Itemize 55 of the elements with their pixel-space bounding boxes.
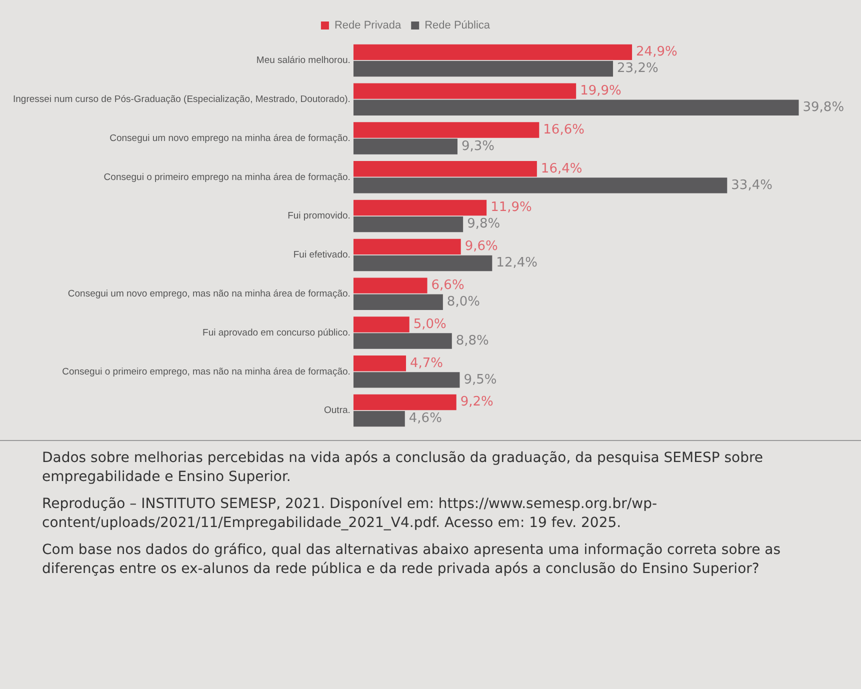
data-label: 24,9% (636, 44, 678, 60)
legend-label: Rede Privada (334, 20, 402, 32)
bar (353, 122, 540, 138)
y-tick-label: Consegui o primeiro emprego, mas não na minha área de formação. (62, 366, 350, 378)
y-tick-label: Fui aprovado em concurso público. (202, 327, 350, 338)
y-tick-label: Meu salário melhorou. (256, 55, 350, 66)
data-label: 12,4% (496, 256, 538, 271)
y-tick-label: Ingressei num curso de Pós-Graduação (Especialização, Mestrado, Doutorado). (12, 94, 350, 105)
bar (353, 394, 456, 410)
bar (353, 216, 464, 232)
data-label: 11,9% (490, 200, 532, 216)
legend-label: Rede Pública (424, 20, 491, 32)
bar (353, 238, 461, 255)
bar (353, 372, 460, 388)
data-label: 5,0% (413, 316, 446, 332)
text: Com base nos dados do gráfico, qual das alternativas abaixo apresenta uma informação correta sobre as diferenças entre os ex-alunos da rede pública e da rede privada após a conclusão do Ensino Superior? (42, 541, 782, 579)
data-label: 9,2% (460, 394, 494, 410)
data-label: 9,6% (464, 239, 498, 254)
data-label: 23,2% (617, 61, 658, 76)
data-label: 9,3% (461, 138, 495, 154)
y-tick-label: Consegui um novo emprego, mas não na minha área de formação. (68, 288, 350, 300)
bar (353, 255, 492, 272)
data-label: 9,8% (467, 216, 500, 232)
data-label: 16,6% (543, 122, 584, 138)
data-label: 16,4% (540, 161, 582, 176)
data-label: 9,5% (464, 372, 497, 388)
data-label: 4,6% (408, 411, 442, 426)
y-tick-label: Fui efetivado. (293, 250, 350, 261)
bar (353, 178, 728, 194)
bar (353, 333, 452, 349)
bar (353, 60, 614, 77)
y-tick-label: Fui promovido. (288, 210, 350, 222)
bar (353, 161, 537, 177)
y-tick-label: Consegui o primeiro emprego na minha área de formação. (104, 172, 350, 183)
data-label: 6,6% (431, 278, 464, 293)
bar (353, 356, 406, 372)
data-label: 4,7% (410, 356, 444, 371)
y-tick-label: Outra. (324, 405, 350, 416)
bar (353, 410, 405, 427)
bar (353, 316, 410, 332)
bar (353, 83, 576, 99)
bar (353, 200, 487, 216)
y-tick-label: Consegui um novo emprego na minha área de formação. (110, 132, 350, 144)
text: Reprodução – INSTITUTO SEMESP, 2021. Disponível em: https://www.semesp.org.br/wp-content/uploads/2021/11/Empregabilidade_2021_V4.pdf. Acesso em: 19 fev. 2025. (42, 495, 658, 533)
data-label: 8,8% (456, 333, 489, 348)
bar (353, 44, 632, 60)
bar (353, 278, 428, 294)
data-label: 33,4% (731, 178, 772, 193)
text: Dados sobre melhorias percebidas na vida após a conclusão da graduação, da pesquisa SEMESP sobre empregabilidade e Ensino Superior. (42, 449, 764, 487)
data-label: 39,8% (802, 100, 844, 115)
bar (353, 138, 458, 154)
bar (353, 294, 443, 310)
data-label: 8,0% (446, 294, 480, 310)
bar (353, 100, 799, 116)
data-label: 19,9% (580, 83, 622, 98)
